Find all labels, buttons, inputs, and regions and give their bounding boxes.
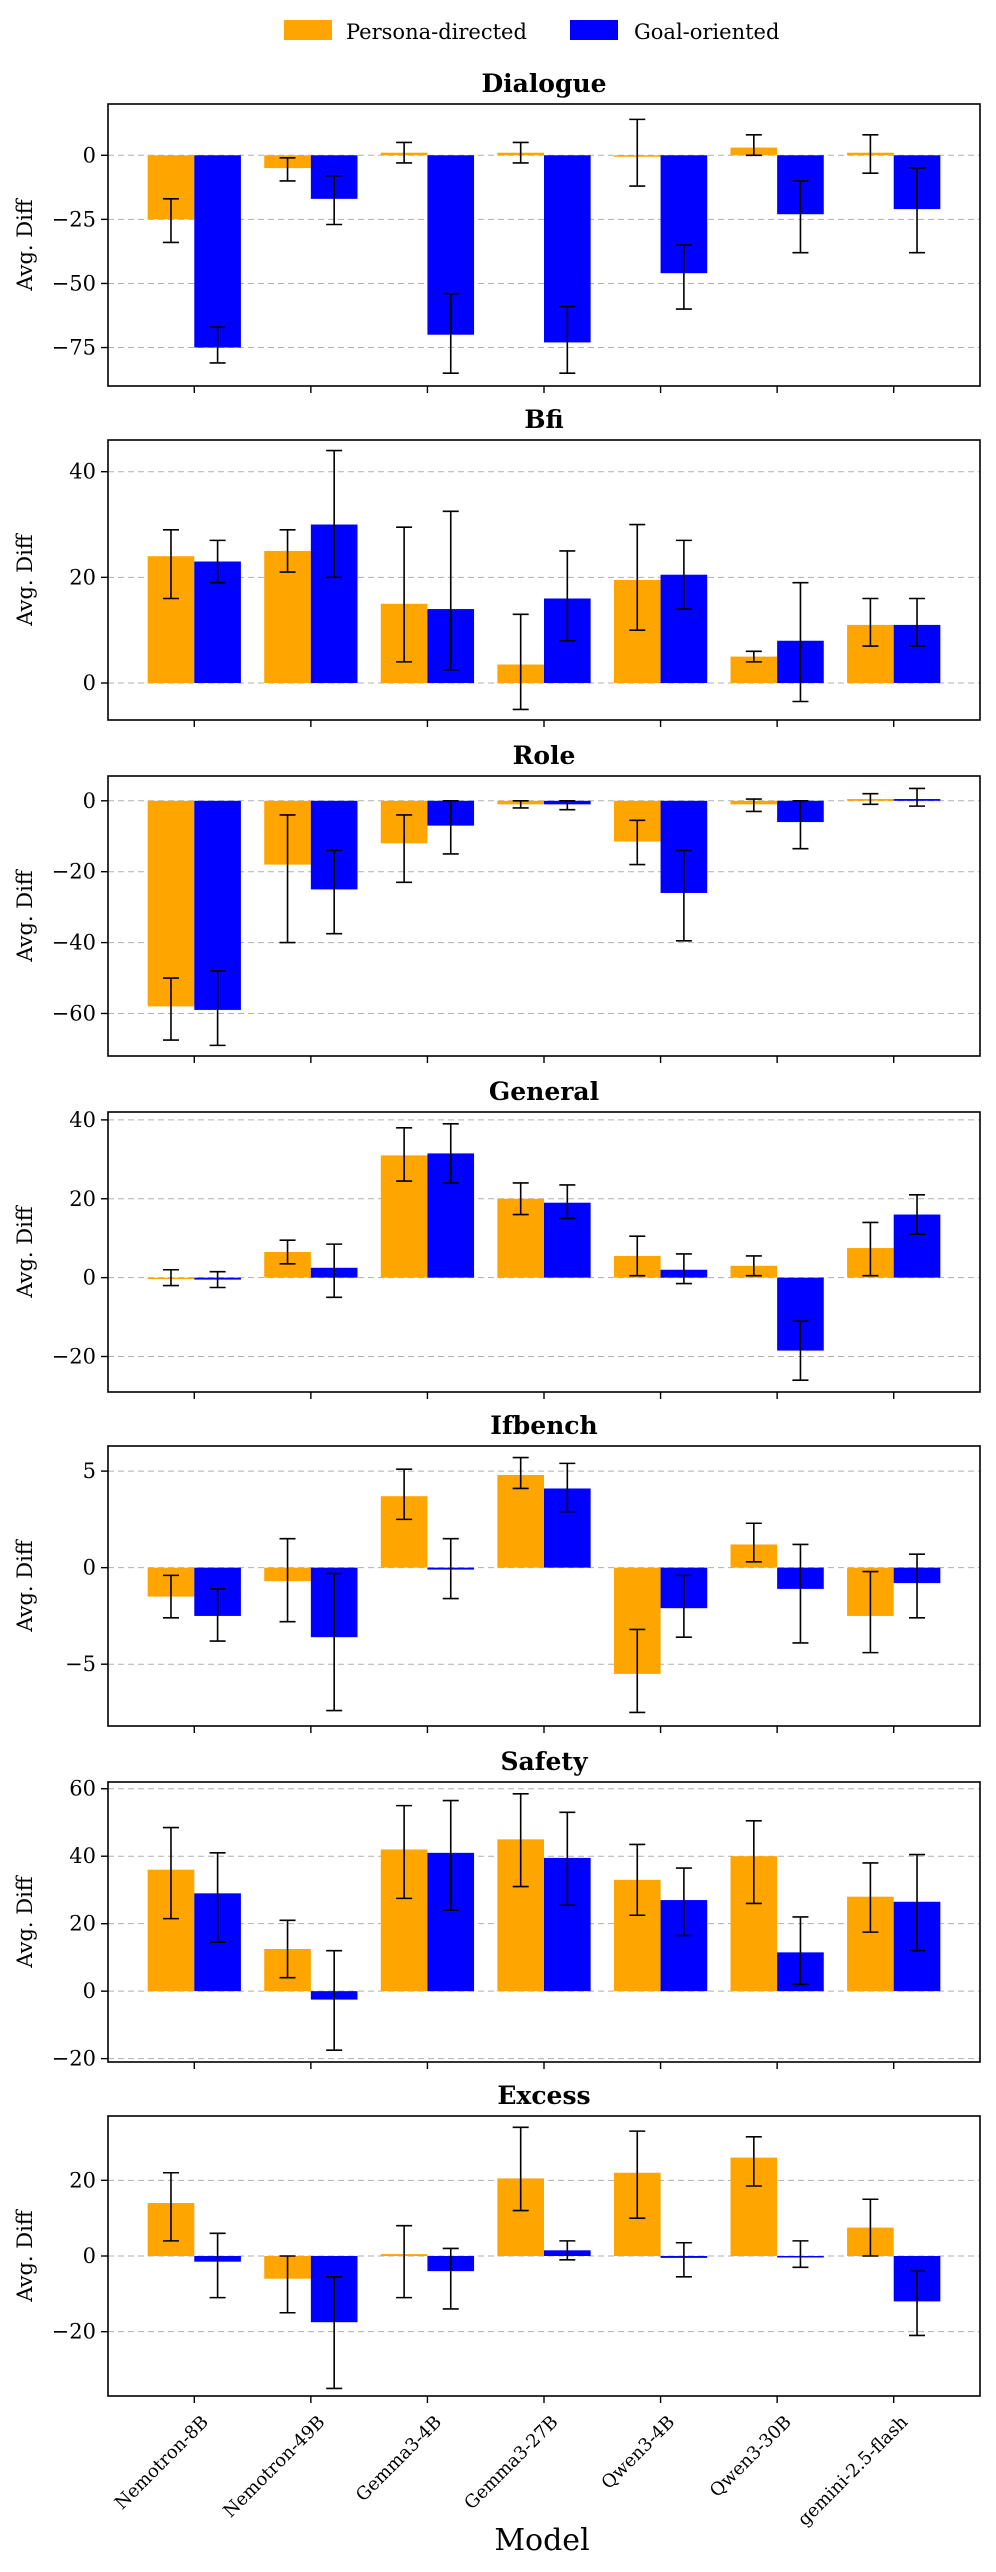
y-tick-label: −5 (65, 1652, 96, 1676)
panel-bfi: Bfi 0 20 40 Avg. Diff (13, 405, 981, 727)
legend-label-goal: Goal-oriented (634, 20, 779, 44)
y-tick-label: 5 (83, 1459, 96, 1483)
panel-title: General (489, 1077, 599, 1106)
panel-ifbench: Ifbench 5 0 −5 Avg. Diff (13, 1411, 981, 1733)
panel-dialogue: Dialogue 0 −25 −50 −75 Avg. Diff (13, 69, 981, 393)
y-tick-label: −60 (52, 1001, 96, 1025)
y-tick-label: 20 (69, 565, 96, 589)
legend-swatch-goal (570, 20, 618, 40)
panel-safety: Safety 60 40 20 0 −20 Avg. Diff (13, 1747, 981, 2071)
y-axis-label: Avg. Diff (13, 2208, 37, 2303)
axes-frame (107, 1781, 981, 2063)
bar (264, 550, 311, 684)
axes-frame (107, 1445, 981, 1727)
y-tick-label: 0 (83, 671, 96, 695)
y-axis-label: Avg. Diff (13, 868, 37, 963)
x-axis-label: Model (494, 2523, 589, 2558)
y-tick-label: −20 (52, 2320, 96, 2344)
y-tick-label: −20 (52, 860, 96, 884)
y-tick-label: −20 (52, 1345, 96, 1369)
y-tick-label: 20 (69, 1912, 96, 1936)
y-axis-label: Avg. Diff (13, 197, 37, 292)
y-tick-label: 40 (69, 460, 96, 484)
axes-frame (107, 103, 981, 387)
y-tick-label: −75 (52, 336, 96, 360)
y-tick-label: 20 (69, 1187, 96, 1211)
panel-title: Safety (501, 1747, 589, 1776)
y-axis-label: Avg. Diff (13, 532, 37, 627)
y-axis-label: Avg. Diff (13, 1538, 37, 1633)
legend-label-persona: Persona-directed (346, 20, 527, 44)
panel-role: Role 0 −20 −40 −60 Avg. Diff (13, 741, 981, 1063)
axes-frame (107, 439, 981, 721)
y-tick-label: 0 (83, 789, 96, 813)
y-tick-label: 0 (83, 1556, 96, 1580)
y-axis-label: Avg. Diff (13, 1874, 37, 1969)
panel-general: General 40 20 0 −20 Avg. Diff (13, 1077, 981, 1399)
bar (147, 800, 195, 1007)
panel-title: Ifbench (490, 1411, 597, 1440)
y-tick-label: 0 (83, 1979, 96, 2003)
y-tick-label: 0 (83, 2244, 96, 2268)
panel-excess: Excess 20 0 −20 Avg. Diff (13, 2081, 981, 2403)
y-tick-label: 40 (69, 1108, 96, 1132)
panel-title: Dialogue (481, 69, 606, 98)
legend-swatch-persona (284, 20, 332, 40)
y-tick-label: 20 (69, 2168, 96, 2192)
axes-frame (107, 2115, 981, 2397)
y-tick-label: −25 (52, 207, 96, 231)
bar (194, 155, 241, 348)
legend: Persona-directed Goal-oriented (284, 20, 779, 44)
bar (497, 1474, 544, 1568)
y-axis-label: Avg. Diff (13, 1204, 37, 1299)
panel-title: Role (513, 741, 576, 770)
y-tick-label: 60 (69, 1777, 96, 1801)
y-tick-label: 0 (83, 143, 96, 167)
y-tick-label: −20 (52, 2047, 96, 2071)
y-tick-label: 0 (83, 1266, 96, 1290)
y-tick-label: −40 (52, 931, 96, 955)
axes-frame (107, 775, 981, 1057)
panel-title: Bfi (524, 405, 563, 434)
y-tick-label: −50 (52, 271, 96, 295)
axes-frame (107, 1111, 981, 1393)
panel-title: Excess (497, 2081, 590, 2110)
y-tick-label: 40 (69, 1844, 96, 1868)
